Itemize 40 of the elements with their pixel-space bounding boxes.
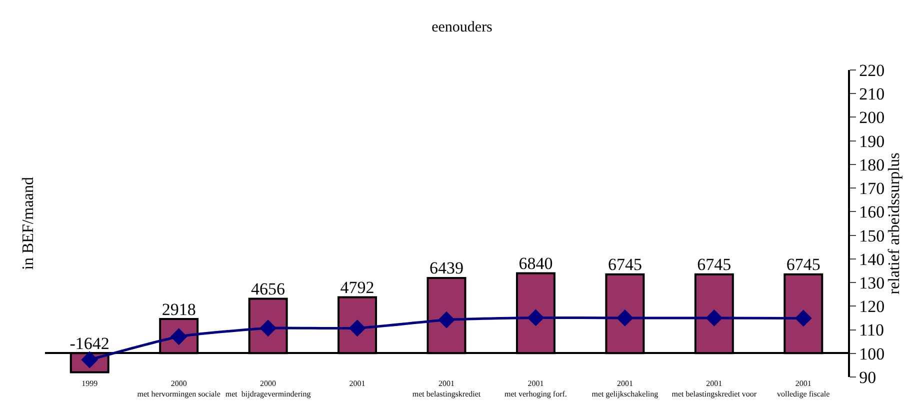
y-axis-title: in BEF/maand [20, 177, 37, 270]
data-label: -1642 [70, 334, 110, 353]
data-label: 4656 [251, 280, 286, 299]
data-label: 6745 [697, 255, 732, 274]
x-tick-label: 2000 met hervormingen sociale [137, 379, 221, 398]
x-tick-label: 2000 met bijdragevermindering [225, 379, 311, 398]
y2-tick-label: 170 [859, 179, 885, 198]
y2-axis-title: relatief arbeidssurplus [886, 152, 903, 294]
data-label: 6745 [786, 255, 820, 274]
x-tick-label: 2001 [349, 379, 366, 388]
x-tick-label: 2001 met belastingskrediet [412, 379, 482, 398]
point [527, 309, 544, 326]
y2-tick-label: 220 [859, 60, 885, 80]
point [438, 311, 455, 328]
y2-tick-label: 140 [859, 250, 885, 269]
data-label: 6439 [430, 258, 464, 278]
x-tick-label: 2001 volledige fiscale [777, 379, 830, 398]
chart-title: eenouders [432, 19, 493, 36]
point [794, 310, 812, 327]
y2-tick-label: 110 [859, 320, 884, 340]
y2-tick-label: 200 [859, 108, 885, 128]
point [616, 310, 634, 326]
data-label: 2918 [162, 300, 196, 319]
data-label: 6840 [518, 254, 553, 274]
x-tick-label: 2001 met gelijkschakeling [592, 379, 658, 398]
y2-tick-label: 90 [859, 368, 876, 387]
y2-tick-label: 130 [859, 273, 885, 292]
x-tick-label: 2001 met verhoging forf. [504, 379, 567, 398]
y2-tick-label: 100 [859, 344, 885, 364]
y2-tick-label: 180 [859, 155, 885, 174]
data-label: 6745 [608, 255, 642, 274]
x-tick-label: 2001 met belastingskrediet voor [672, 379, 757, 398]
y2-tick-label: 160 [859, 202, 885, 222]
x-tick-label: 1999 [82, 379, 98, 388]
data-label: 4792 [340, 278, 374, 297]
y2-tick-label: 210 [859, 84, 885, 104]
y2-tick-label: 150 [859, 226, 885, 246]
point [706, 310, 723, 326]
y2-tick-label: 120 [859, 297, 885, 316]
y2-tick-label: 190 [859, 132, 885, 151]
